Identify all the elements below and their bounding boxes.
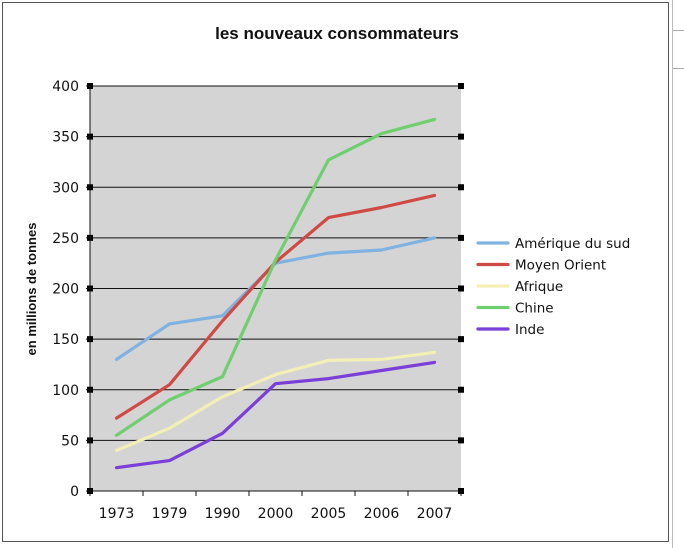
legend-label: Moyen Orient [515, 258, 606, 274]
legend-label: Inde [515, 322, 544, 338]
x-tick-label: 1979 [152, 506, 188, 522]
x-tick-label: 2000 [258, 506, 294, 522]
edge-tick [673, 68, 684, 69]
y-tick-label: 150 [52, 332, 79, 348]
selection-handle[interactable] [458, 133, 464, 140]
selection-handle[interactable] [458, 83, 464, 89]
selection-handle[interactable] [458, 437, 464, 444]
window-edge [672, 0, 684, 548]
series-line [114, 350, 437, 453]
y-tick-label: 100 [52, 383, 79, 399]
y-tick-label: 300 [52, 180, 79, 196]
y-tick-label: 250 [52, 231, 79, 247]
y-tick-label: 0 [70, 484, 79, 500]
y-tick-label: 350 [52, 130, 79, 146]
selection-handle[interactable] [458, 234, 464, 241]
series-line [114, 117, 437, 437]
legend-label: Afrique [515, 279, 563, 295]
x-tick-label: 2007 [417, 506, 453, 522]
selection-handle[interactable] [458, 336, 464, 343]
series-line [114, 360, 437, 470]
x-tick-label: 2005 [311, 506, 347, 522]
selection-handle[interactable] [458, 285, 464, 292]
plot-area [87, 83, 464, 494]
y-axis: 0 50 100 150 200 250 300 350 400 [52, 79, 91, 500]
legend: Amérique du sud Moyen Orient Afrique Chine I… [476, 236, 630, 338]
y-tick-label: 400 [52, 79, 79, 95]
selection-handle[interactable] [458, 386, 464, 393]
y-tick-label: 50 [61, 433, 79, 449]
selection-handle[interactable] [458, 184, 464, 191]
x-tick-label: 1990 [205, 506, 241, 522]
legend-label: Chine [515, 301, 554, 317]
y-axis-label: en millions de tonnes [24, 223, 39, 356]
chart-title: les nouveaux consommateurs [215, 24, 459, 43]
edge-tick [673, 30, 684, 31]
x-tick-label: 1973 [99, 506, 135, 522]
series-lines [114, 117, 437, 470]
y-tick-label: 200 [52, 282, 79, 298]
x-axis: 1973 1979 1990 2000 2005 2006 2007 [89, 490, 462, 522]
x-tick-label: 2006 [364, 506, 400, 522]
legend-label: Amérique du sud [515, 236, 630, 252]
